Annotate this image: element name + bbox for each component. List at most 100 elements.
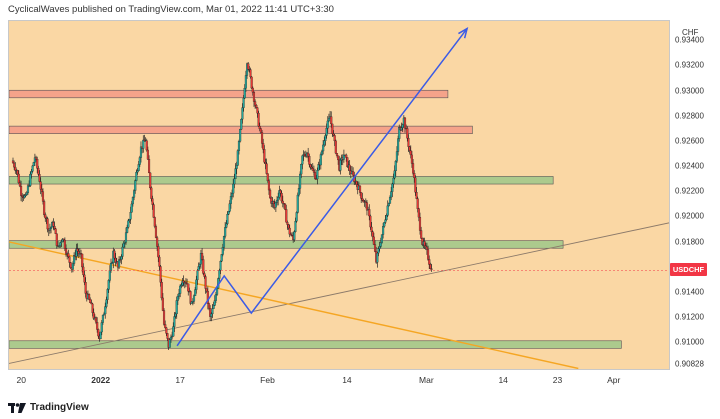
support-zone-3: [9, 240, 564, 249]
candle-body: [355, 181, 358, 185]
candle-body: [386, 205, 389, 216]
candle-body: [364, 201, 367, 203]
candle-body: [99, 331, 102, 340]
candle-body: [226, 214, 229, 224]
footer: TradingView: [0, 396, 720, 419]
candle-body: [280, 193, 283, 202]
candle-body: [195, 279, 198, 290]
candle-body: [308, 156, 311, 165]
candle-body: [32, 162, 35, 167]
candle-body: [327, 117, 330, 122]
candle-body: [408, 146, 411, 151]
candle-body: [330, 116, 333, 125]
candle-body: [333, 135, 336, 142]
candle-body: [135, 171, 138, 181]
candle-body: [413, 173, 416, 178]
candle-body: [156, 237, 159, 247]
chart-pane[interactable]: [8, 20, 670, 370]
candle-body: [256, 107, 259, 114]
candle-body: [31, 165, 34, 172]
candle-body: [265, 163, 268, 174]
candle-body: [88, 294, 91, 300]
candle-body: [258, 126, 261, 129]
candle-body: [20, 185, 23, 196]
candle-body: [319, 154, 322, 166]
candle-body: [360, 192, 363, 199]
candle-body: [371, 231, 374, 238]
candle-body: [251, 87, 254, 93]
candle-body: [415, 192, 418, 199]
candle-body: [118, 259, 121, 268]
candle-body: [96, 322, 99, 330]
price-chart[interactable]: [9, 21, 670, 370]
candle-body: [68, 256, 71, 263]
candle-body: [29, 174, 32, 186]
candle-body: [365, 202, 369, 211]
candle-body: [267, 180, 271, 191]
candle-body: [299, 173, 302, 189]
candle-body: [281, 200, 284, 204]
candle-body: [46, 218, 49, 230]
tradingview-logo-icon[interactable]: [8, 402, 26, 414]
candle-body: [322, 144, 325, 152]
candle-body: [275, 199, 279, 203]
price-axis[interactable]: CHF 0.93400 0.93200 0.93000 0.92800 0.92600 0…: [670, 20, 720, 370]
candle-body: [429, 264, 432, 269]
candle-body: [361, 198, 364, 201]
candle-body: [36, 159, 39, 169]
candle-body: [424, 245, 427, 248]
candle-body: [237, 141, 241, 151]
candle-body: [384, 219, 387, 223]
candle-body: [394, 161, 397, 172]
price-tick-label: 0.92800: [675, 111, 704, 121]
price-tick-label: 0.91800: [675, 237, 704, 247]
candle-body: [40, 189, 43, 192]
candle-body: [428, 259, 431, 265]
candle-body: [133, 190, 136, 198]
candle-body: [388, 196, 392, 204]
price-tick-label: 0.93000: [675, 86, 704, 95]
candle-body: [35, 157, 38, 160]
candle-body: [406, 128, 409, 139]
candle-body: [91, 303, 94, 313]
time-tick-label: 2022: [91, 375, 111, 385]
candle-body: [287, 224, 290, 229]
candle-body: [301, 155, 304, 165]
candle-body: [309, 164, 312, 168]
price-tick-label: 0.91200: [675, 312, 704, 322]
candle-body: [269, 189, 272, 199]
candle-body: [179, 285, 182, 294]
candle-body: [296, 194, 299, 213]
candle-body: [138, 157, 141, 165]
candle-body: [337, 155, 340, 161]
candle-body: [284, 203, 287, 210]
candle-body: [257, 112, 260, 127]
candle-body: [427, 249, 430, 260]
candle-body: [262, 143, 265, 150]
candle-body: [123, 241, 126, 244]
candle-body: [228, 203, 231, 212]
candle-body: [53, 226, 56, 229]
candle-body: [277, 196, 280, 201]
candle-body: [286, 222, 289, 225]
candle-body: [320, 150, 324, 155]
candle-body: [97, 329, 100, 337]
candle-body: [254, 101, 257, 106]
candle-body: [149, 172, 152, 189]
price-tick-label: 0.93200: [675, 60, 704, 70]
time-axis[interactable]: 20 2022 17 Feb 14 Mar 14 23 Apr: [8, 370, 670, 390]
candle-body: [101, 314, 104, 323]
candle-body: [150, 187, 153, 199]
candle-body: [372, 236, 375, 245]
price-tick-label: 0.92600: [675, 136, 704, 146]
candle-body: [59, 242, 62, 246]
chart-background: [9, 21, 669, 369]
candle-body: [38, 174, 41, 182]
candle-body: [289, 233, 292, 236]
candle-body: [177, 293, 181, 297]
candle-body: [420, 230, 423, 239]
price-tick-label: 0.92000: [675, 211, 704, 221]
candle-body: [264, 162, 267, 164]
candle-body: [64, 248, 68, 255]
candle-body: [162, 310, 166, 325]
